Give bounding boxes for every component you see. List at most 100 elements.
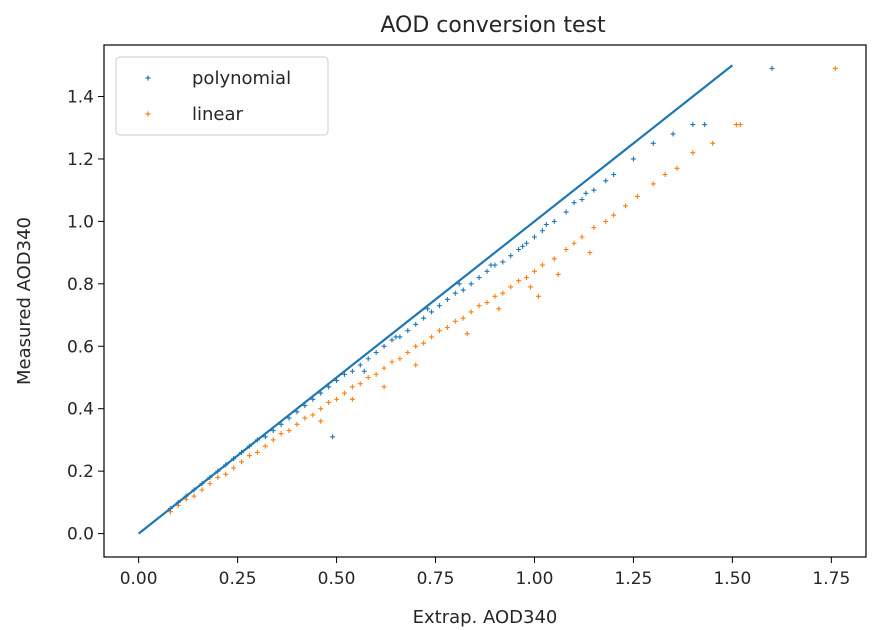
data-point-polynomial [357, 362, 363, 368]
data-point-linear [215, 474, 221, 480]
data-point-linear [421, 340, 427, 346]
data-point-linear [302, 415, 308, 421]
data-point-linear [413, 362, 419, 368]
data-point-polynomial [223, 462, 229, 468]
data-point-polynomial [381, 343, 387, 349]
data-point-linear [444, 325, 450, 331]
data-point-polynomial [769, 65, 775, 71]
data-point-linear [223, 471, 229, 477]
data-point-polynomial [167, 506, 173, 512]
data-point-linear [539, 262, 545, 268]
data-point-polynomial [543, 222, 549, 228]
data-point-polynomial [591, 187, 597, 193]
data-point-polynomial [460, 287, 466, 293]
data-point-linear [452, 318, 458, 324]
data-point-linear [373, 371, 379, 377]
data-point-linear [231, 465, 237, 471]
data-point-linear [262, 443, 268, 449]
data-point-polynomial [516, 246, 522, 252]
x-tick-label: 0.00 [120, 569, 158, 589]
data-point-polynomial [254, 437, 260, 443]
data-point-polynomial [361, 368, 367, 374]
data-point-polynomial [702, 122, 708, 128]
data-point-linear [381, 384, 387, 390]
data-point-polynomial [531, 234, 537, 240]
data-point-polynomial [468, 281, 474, 287]
data-point-linear [500, 290, 506, 296]
data-point-linear [460, 315, 466, 321]
data-point-polynomial [520, 243, 526, 249]
x-tick-label: 0.75 [417, 569, 455, 589]
data-point-linear [516, 278, 522, 284]
data-point-polynomial [318, 390, 324, 396]
y-tick-label: 0.8 [67, 275, 94, 295]
data-point-linear [239, 459, 245, 465]
data-point-polynomial [500, 259, 506, 265]
data-point-polynomial [334, 378, 340, 384]
legend: polynomial linear [115, 56, 329, 136]
data-point-linear [496, 306, 502, 312]
plot-frame [103, 44, 867, 558]
y-axis: 0.0 0.2 0.4 0.6 0.8 1.0 1.2 1.4 [67, 88, 104, 545]
data-point-linear [199, 487, 205, 493]
data-point-polynomial [429, 309, 435, 315]
data-point-polynomial [175, 499, 181, 505]
x-tick-label: 1.25 [615, 569, 653, 589]
data-point-linear [579, 234, 585, 240]
data-point-polynomial [425, 306, 431, 312]
data-point-linear [662, 172, 668, 178]
data-point-linear [492, 293, 498, 299]
data-point-polynomial [539, 228, 545, 234]
data-point-polynomial [286, 415, 292, 421]
data-point-polynomial [524, 240, 530, 246]
data-point-linear [476, 303, 482, 309]
data-point-polynomial [670, 131, 676, 137]
data-point-polynomial [310, 396, 316, 402]
data-point-polynomial [650, 140, 656, 146]
x-tick-label: 0.25 [219, 569, 257, 589]
data-point-linear [365, 374, 371, 380]
data-point-polynomial [231, 456, 237, 462]
reference-line [137, 64, 734, 535]
data-point-polynomial [571, 200, 577, 206]
x-axis: 0.00 0.25 0.50 0.75 1.00 1.25 1.50 1.75 [120, 557, 850, 589]
data-point-polynomial [405, 328, 411, 334]
data-point-linear [690, 150, 696, 156]
data-point-linear [349, 384, 355, 390]
data-point-linear [634, 193, 640, 199]
y-tick-label: 1.0 [67, 212, 94, 232]
data-point-polynomial [579, 197, 585, 203]
data-point-polynomial [302, 403, 308, 409]
data-point-linear [246, 453, 252, 459]
data-point-linear [563, 246, 569, 252]
data-point-linear [468, 309, 474, 315]
chart-title: AOD conversion test [380, 13, 606, 38]
data-point-linear [832, 65, 838, 71]
data-point-linear [603, 218, 609, 224]
data-point-polynomial [326, 384, 332, 390]
data-point-linear [508, 284, 514, 290]
data-point-polynomial [484, 268, 490, 274]
data-point-polynomial [551, 218, 557, 224]
data-point-polynomial [563, 209, 569, 215]
data-point-linear [535, 293, 541, 299]
data-point-polynomial [270, 428, 276, 434]
data-point-linear [413, 343, 419, 349]
y-tick-label: 0.6 [67, 337, 94, 357]
data-point-linear [531, 268, 537, 274]
data-point-linear [294, 421, 300, 427]
data-point-linear [310, 412, 316, 418]
data-point-polynomial [215, 468, 221, 474]
data-point-polynomial [436, 303, 442, 309]
data-point-polynomial [239, 449, 245, 455]
data-point-linear [341, 390, 347, 396]
data-point-linear [623, 203, 629, 209]
data-point-linear [591, 225, 597, 231]
data-point-linear [318, 406, 324, 412]
legend-marker-polynomial [145, 75, 151, 81]
data-point-linear [397, 356, 403, 362]
data-point-polynomial [191, 487, 197, 493]
plot-area [137, 64, 838, 535]
data-point-linear [710, 140, 716, 146]
data-point-linear [524, 275, 530, 281]
